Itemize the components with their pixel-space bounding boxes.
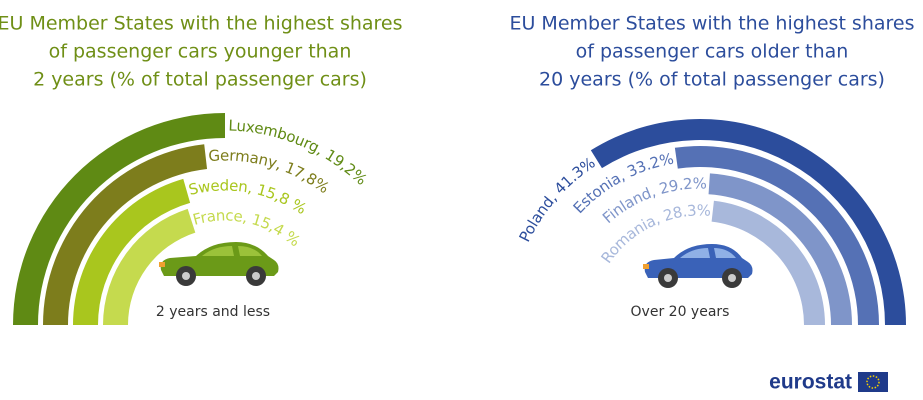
annotation: 2 years and less — [156, 304, 270, 320]
radial-bar — [13, 113, 225, 325]
radial-bar — [711, 200, 825, 325]
radial-bar — [43, 144, 208, 325]
radial-bar — [674, 145, 879, 325]
eu-flag — [858, 372, 888, 392]
car-icon — [159, 242, 279, 286]
logo: eurostat — [769, 371, 852, 394]
chart-title: 2 years (% of total passenger cars) — [33, 69, 367, 91]
radial-bar — [590, 118, 906, 325]
radial-bar — [73, 178, 191, 325]
chart-title: of passenger cars younger than — [49, 41, 352, 63]
annotation: Over 20 years — [631, 304, 730, 320]
car-icon — [643, 244, 753, 288]
radial-bar — [103, 208, 196, 325]
radial-bar — [708, 173, 852, 325]
chart-title: EU Member States with the highest shares — [509, 13, 914, 35]
chart-title: of passenger cars older than — [576, 41, 849, 63]
chart-title: 20 years (% of total passenger cars) — [539, 69, 885, 91]
chart-title: EU Member States with the highest shares — [0, 13, 403, 35]
